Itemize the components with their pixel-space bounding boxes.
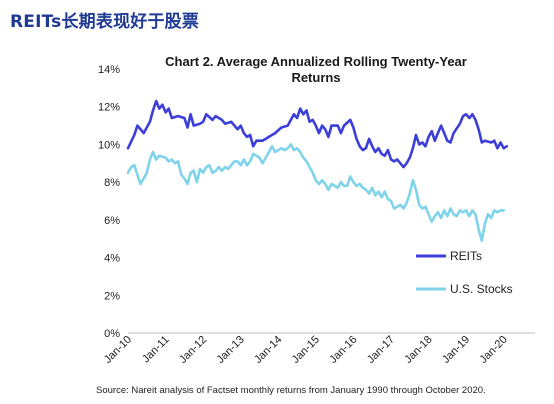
page-title: REITs长期表现好于股票 bbox=[10, 12, 200, 32]
x-tick-label: Jan-13 bbox=[215, 334, 247, 366]
chart-title-line-2: Returns bbox=[291, 70, 340, 85]
legend-item-reits: REITs bbox=[416, 249, 482, 263]
x-tick-label: Jan-15 bbox=[290, 334, 322, 366]
y-axis: 0% 2% 4% 6% 8% 10% 12% 14% bbox=[98, 64, 120, 340]
x-tick-label: Jan-19 bbox=[440, 334, 472, 366]
series-line-reits bbox=[126, 99, 509, 169]
x-tick-label: Jan-20 bbox=[478, 334, 510, 366]
x-tick-label: Jan-11 bbox=[140, 334, 172, 366]
source-note: Source: Nareit analysis of Factset month… bbox=[96, 385, 486, 396]
x-tick-label: Jan-12 bbox=[177, 334, 209, 366]
y-tick-label: 10% bbox=[98, 139, 120, 151]
x-tick-label: Jan-17 bbox=[365, 334, 397, 366]
y-tick-label: 6% bbox=[104, 215, 120, 227]
x-tick-label: Jan-14 bbox=[252, 334, 284, 366]
legend: REITs U.S. Stocks bbox=[416, 249, 513, 296]
y-tick-label: 2% bbox=[104, 290, 120, 302]
x-tick-label: Jan-18 bbox=[402, 334, 434, 366]
x-axis: Jan-10 Jan-11 Jan-12 Jan-13 Jan-14 Jan-15 Jan-… bbox=[102, 334, 510, 366]
y-tick-label: 0% bbox=[104, 328, 120, 340]
y-tick-label: 14% bbox=[98, 64, 120, 76]
plot-series bbox=[126, 99, 509, 242]
legend-label-us-stocks: U.S. Stocks bbox=[450, 282, 513, 296]
y-tick-label: 12% bbox=[98, 102, 120, 114]
x-tick-label: Jan-16 bbox=[327, 334, 359, 366]
y-tick-label: 4% bbox=[104, 253, 120, 265]
legend-label-reits: REITs bbox=[450, 249, 482, 263]
series-line-us-stocks bbox=[126, 143, 505, 242]
legend-item-us-stocks: U.S. Stocks bbox=[416, 282, 513, 296]
y-tick-label: 8% bbox=[104, 177, 120, 189]
chart-title-line-1: Chart 2. Average Annualized Rolling Twen… bbox=[165, 54, 467, 69]
